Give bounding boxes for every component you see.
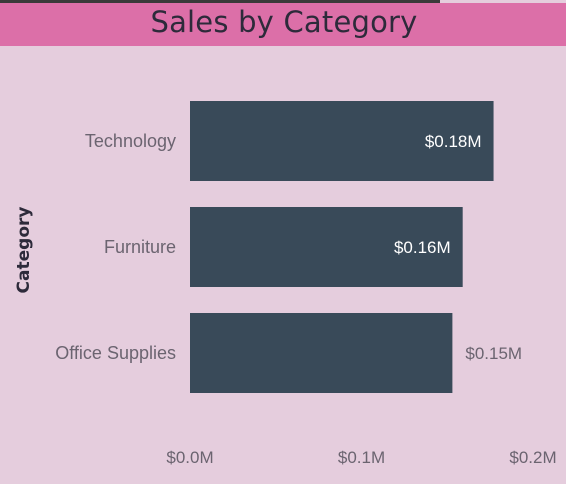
category-label: Technology [85,131,176,151]
y-axis-title: Category [14,207,34,294]
x-tick-label: $0.1M [338,448,385,467]
category-label: Office Supplies [55,343,176,363]
data-label: $0.15M [465,344,522,363]
bars-layer [190,101,494,393]
data-label: $0.18M [425,132,482,151]
chart-title: Sales by Category [150,4,418,39]
data-label: $0.16M [394,238,451,257]
bar-office-supplies[interactable] [190,313,453,393]
x-tick-label: $0.0M [166,448,213,467]
x-tick-label: $0.2M [509,448,556,467]
bar-furniture[interactable] [190,207,463,287]
category-label: Furniture [104,237,176,257]
labels-layer: Technology $0.18M Furniture $0.16M Office Su… [55,131,522,363]
x-axis-ticks: $0.0M $0.1M $0.2M [166,448,556,467]
bar-technology[interactable] [190,101,494,181]
title-bar: Sales by Category [0,3,566,46]
top-border [0,0,440,3]
